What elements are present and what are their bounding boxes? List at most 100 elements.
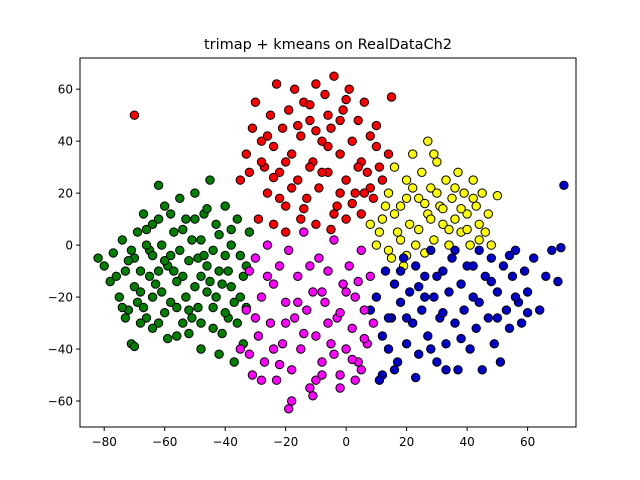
scatter-point bbox=[510, 292, 521, 302]
scatter-point bbox=[353, 162, 363, 172]
points-layer bbox=[93, 71, 569, 414]
scatter-point bbox=[341, 214, 351, 224]
scatter-point bbox=[220, 201, 230, 211]
scatter-point bbox=[465, 344, 475, 354]
scatter-point bbox=[501, 305, 512, 315]
scatter-point bbox=[441, 339, 451, 349]
scatter-point bbox=[516, 318, 527, 328]
scatter-point bbox=[232, 214, 243, 224]
scatter-point bbox=[371, 292, 382, 302]
scatter-point bbox=[486, 253, 496, 263]
scatter-point bbox=[426, 214, 436, 224]
scatter-point bbox=[190, 214, 200, 224]
scatter-point bbox=[120, 313, 131, 323]
scatter-point bbox=[99, 261, 109, 271]
scatter-point bbox=[450, 245, 460, 256]
scatter-point bbox=[284, 245, 294, 256]
scatter-point bbox=[281, 297, 291, 307]
scatter-point bbox=[274, 261, 285, 271]
scatter-point bbox=[160, 256, 170, 266]
scatter-point bbox=[335, 308, 345, 318]
scatter-point bbox=[311, 219, 321, 230]
scatter-point bbox=[274, 167, 285, 178]
scatter-point bbox=[250, 253, 261, 263]
scatter-point bbox=[480, 227, 490, 237]
scatter-point bbox=[374, 227, 385, 237]
scatter-point bbox=[444, 224, 454, 235]
scatter-point bbox=[117, 235, 128, 245]
scatter-point bbox=[129, 341, 140, 352]
scatter-point bbox=[199, 250, 209, 261]
scatter-point bbox=[492, 287, 503, 297]
scatter-point bbox=[277, 339, 288, 349]
scatter-point bbox=[417, 305, 427, 315]
scatter-point bbox=[386, 92, 397, 102]
x-tick-label: −80 bbox=[92, 435, 117, 449]
scatter-point bbox=[429, 292, 439, 302]
scatter-point bbox=[296, 214, 306, 224]
scatter-point bbox=[226, 240, 236, 250]
scatter-point bbox=[423, 331, 433, 341]
scatter-point bbox=[253, 331, 264, 341]
scatter-point bbox=[326, 224, 336, 235]
y-tick-label: −60 bbox=[48, 395, 73, 409]
scatter-point bbox=[432, 157, 442, 167]
scatter-point bbox=[220, 250, 230, 261]
scatter-point bbox=[365, 271, 375, 281]
scatter-point bbox=[299, 204, 309, 214]
scatter-point bbox=[144, 271, 155, 281]
scatter-point bbox=[235, 250, 246, 261]
scatter-point bbox=[190, 282, 200, 292]
scatter-point bbox=[138, 209, 149, 219]
scatter-point bbox=[274, 359, 285, 370]
scatter-point bbox=[287, 365, 297, 375]
scatter-point bbox=[111, 271, 122, 281]
scatter-point bbox=[559, 180, 569, 191]
scatter-point bbox=[211, 292, 221, 302]
y-tick-label: −40 bbox=[48, 343, 73, 357]
scatter-point bbox=[169, 266, 179, 276]
scatter-point bbox=[184, 328, 194, 339]
scatter-point bbox=[392, 357, 403, 367]
scatter-point bbox=[320, 89, 330, 100]
y-tick-label: 0 bbox=[65, 239, 73, 253]
scatter-point bbox=[405, 287, 415, 297]
scatter-point bbox=[117, 302, 128, 313]
scatter-point bbox=[214, 266, 224, 276]
scatter-point bbox=[241, 149, 252, 159]
scatter-point bbox=[495, 357, 506, 367]
scatter-point bbox=[344, 261, 354, 271]
scatter-point bbox=[383, 313, 394, 323]
scatter-point bbox=[462, 224, 472, 235]
scatter-point bbox=[274, 193, 285, 204]
scatter-point bbox=[480, 271, 490, 281]
scatter-point bbox=[268, 141, 279, 152]
scatter-point bbox=[223, 266, 233, 276]
scatter-point bbox=[244, 349, 255, 359]
scatter-point bbox=[411, 372, 421, 383]
scatter-point bbox=[166, 250, 176, 261]
scatter-point bbox=[238, 271, 249, 281]
scatter-point bbox=[335, 188, 345, 198]
scatter-point bbox=[456, 279, 466, 289]
scatter-point bbox=[181, 214, 191, 224]
scatter-point bbox=[374, 162, 385, 172]
scatter-point bbox=[395, 297, 406, 307]
scatter-point bbox=[338, 279, 348, 289]
scatter-point bbox=[141, 313, 152, 323]
scatter-point bbox=[371, 240, 382, 250]
scatter-point bbox=[268, 279, 279, 289]
scatter-point bbox=[456, 333, 466, 344]
scatter-point bbox=[320, 297, 330, 307]
scatter-point bbox=[317, 370, 327, 380]
scatter-point bbox=[395, 201, 406, 211]
scatter-point bbox=[471, 323, 481, 333]
scatter-point bbox=[296, 344, 306, 354]
scatter-point bbox=[347, 323, 357, 333]
scatter-point bbox=[438, 204, 448, 214]
scatter-point bbox=[371, 120, 382, 131]
scatter-point bbox=[187, 313, 197, 323]
scatter-point bbox=[323, 141, 333, 152]
scatter-point bbox=[438, 266, 448, 276]
